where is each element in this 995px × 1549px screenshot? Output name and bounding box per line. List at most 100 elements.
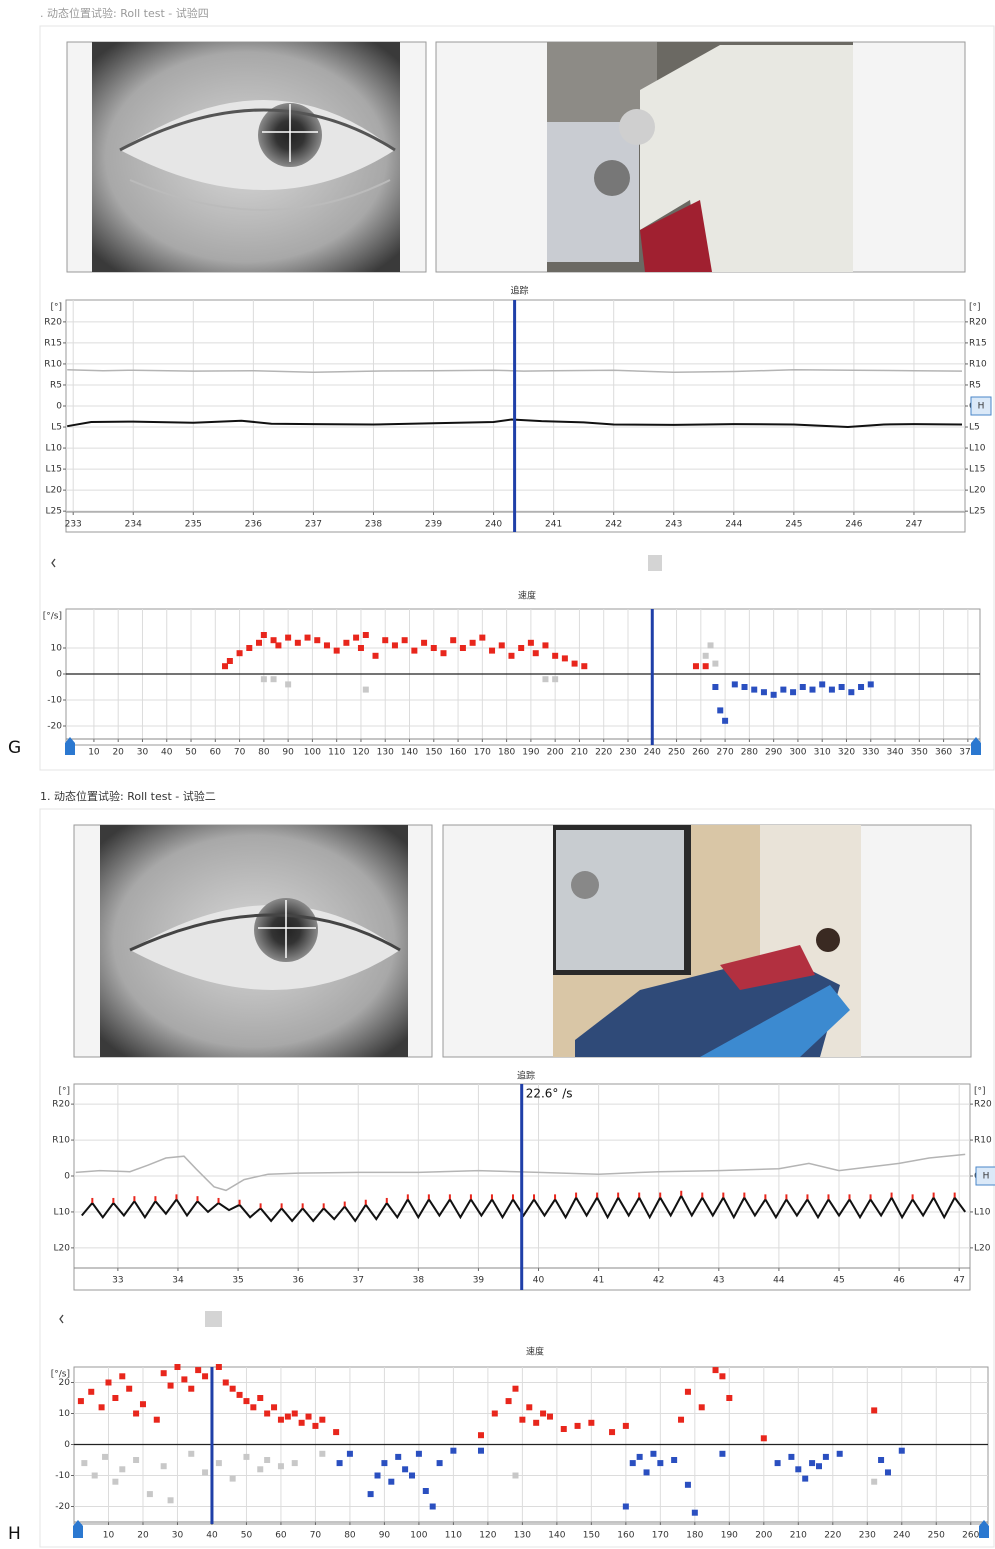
x-tick-label: 44 bbox=[773, 1276, 785, 1286]
y-tick-label: L5 bbox=[969, 423, 980, 433]
velocity-point bbox=[92, 1473, 98, 1479]
velocity-point bbox=[337, 1460, 343, 1466]
velocity-point bbox=[363, 687, 369, 693]
y-tick-label: -20 bbox=[55, 1502, 70, 1512]
y-tick-label: L25 bbox=[46, 507, 62, 517]
velocity-point bbox=[713, 1367, 719, 1373]
velocity-point bbox=[508, 653, 514, 659]
velocity-point bbox=[368, 1491, 374, 1497]
velocity-point bbox=[780, 687, 786, 693]
velocity-point bbox=[732, 681, 738, 687]
velocity-point bbox=[275, 642, 281, 648]
velocity-point bbox=[478, 1432, 484, 1438]
velocity-point bbox=[195, 1367, 201, 1373]
x-tick-label: 30 bbox=[172, 1531, 184, 1541]
x-tick-label: 230 bbox=[619, 748, 636, 758]
x-tick-label: 320 bbox=[838, 748, 855, 758]
x-tick-label: 170 bbox=[652, 1531, 669, 1541]
x-tick-label: 41 bbox=[593, 1276, 604, 1286]
velocity-point bbox=[492, 1411, 498, 1417]
velocity-point bbox=[742, 684, 748, 690]
x-tick-label: 220 bbox=[595, 748, 612, 758]
velocity-point bbox=[222, 663, 228, 669]
velocity-point bbox=[250, 1404, 256, 1410]
x-tick-label: 340 bbox=[886, 748, 903, 758]
velocity-point bbox=[685, 1482, 691, 1488]
x-tick-label: 300 bbox=[789, 748, 806, 758]
x-tick-label: 240 bbox=[893, 1531, 910, 1541]
velocity-point bbox=[78, 1398, 84, 1404]
velocity-point bbox=[147, 1491, 153, 1497]
x-tick-label: 40 bbox=[533, 1276, 545, 1286]
velocity-point bbox=[271, 676, 277, 682]
velocity-point bbox=[540, 1411, 546, 1417]
velocity-point bbox=[271, 1404, 277, 1410]
velocity-point bbox=[526, 1404, 532, 1410]
velocity-point bbox=[562, 655, 568, 661]
velocity-point bbox=[703, 663, 709, 669]
velocity-point bbox=[112, 1395, 118, 1401]
panel-label: H bbox=[8, 1524, 21, 1544]
velocity-point bbox=[168, 1383, 174, 1389]
x-tick-label: 247 bbox=[905, 520, 922, 530]
velocity-point bbox=[358, 645, 364, 651]
velocity-point bbox=[264, 1411, 270, 1417]
y-tick-label: L10 bbox=[46, 444, 63, 454]
side-marker-label: H bbox=[983, 1172, 990, 1182]
velocity-point bbox=[823, 1454, 829, 1460]
velocity-point bbox=[790, 689, 796, 695]
velocity-point bbox=[575, 1423, 581, 1429]
x-tick-label: 230 bbox=[859, 1531, 876, 1541]
velocity-point bbox=[552, 653, 558, 659]
y-tick-label: R5 bbox=[969, 380, 981, 390]
velocity-point bbox=[819, 681, 825, 687]
x-tick-label: 50 bbox=[185, 748, 197, 758]
velocity-point bbox=[671, 1457, 677, 1463]
y-tick-label: L20 bbox=[46, 486, 63, 496]
x-tick-label: 110 bbox=[445, 1531, 462, 1541]
velocity-point bbox=[285, 1414, 291, 1420]
x-tick-label: 260 bbox=[692, 748, 709, 758]
x-tick-label: 130 bbox=[514, 1531, 531, 1541]
x-tick-label: 10 bbox=[103, 1531, 115, 1541]
x-tick-label: 34 bbox=[172, 1276, 184, 1286]
velocity-point bbox=[809, 687, 815, 693]
velocity-point bbox=[712, 684, 718, 690]
x-tick-label: 360 bbox=[935, 748, 952, 758]
velocity-point bbox=[202, 1373, 208, 1379]
y-tick-label: L25 bbox=[969, 507, 985, 517]
scroll-thumb bbox=[205, 1311, 222, 1327]
velocity-point bbox=[140, 1401, 146, 1407]
scroll-left bbox=[60, 1315, 63, 1323]
velocity-point bbox=[324, 642, 330, 648]
velocity-point bbox=[319, 1417, 325, 1423]
figure: . 动态位置试验: Roll test - 试验四G追踪[°][°]R20R20… bbox=[0, 0, 995, 1549]
velocity-point bbox=[402, 1466, 408, 1472]
velocity-point bbox=[375, 1473, 381, 1479]
velocity-point bbox=[112, 1479, 118, 1485]
x-tick-label: 50 bbox=[241, 1531, 253, 1541]
x-tick-label: 250 bbox=[928, 1531, 945, 1541]
y-tick-label: -20 bbox=[47, 722, 62, 732]
y-tick-label: R5 bbox=[50, 380, 62, 390]
velocity-point bbox=[816, 1463, 822, 1469]
x-tick-label: 70 bbox=[234, 748, 246, 758]
velocity-point bbox=[542, 642, 548, 648]
x-tick-label: 60 bbox=[210, 748, 222, 758]
x-tick-label: 42 bbox=[653, 1276, 664, 1286]
velocity-point bbox=[440, 650, 446, 656]
x-tick-label: 160 bbox=[449, 748, 466, 758]
x-tick-label: 260 bbox=[962, 1531, 979, 1541]
y-tick-label: 20 bbox=[59, 1378, 71, 1388]
velocity-point bbox=[512, 1386, 518, 1392]
y-tick-label: R10 bbox=[969, 359, 987, 369]
x-tick-label: 245 bbox=[785, 520, 802, 530]
x-tick-label: 150 bbox=[425, 748, 442, 758]
velocity-point bbox=[292, 1411, 298, 1417]
velocity-point bbox=[261, 676, 267, 682]
velocity-point bbox=[885, 1469, 891, 1475]
velocity-point bbox=[623, 1423, 629, 1429]
velocity-point bbox=[305, 635, 311, 641]
velocity-point bbox=[154, 1417, 160, 1423]
velocity-point bbox=[657, 1460, 663, 1466]
